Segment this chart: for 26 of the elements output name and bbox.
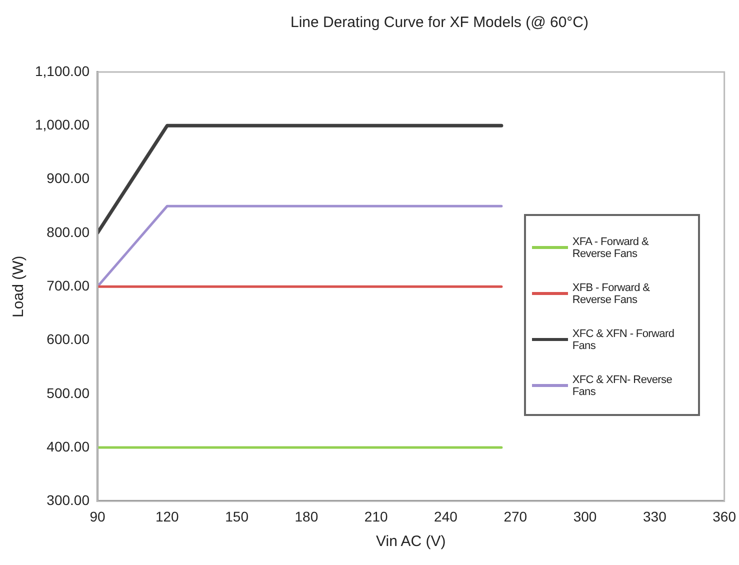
x-tick-label: 330 — [642, 508, 667, 524]
chart-title: Line Derating Curve for XF Models (@ 60°C) — [289, 14, 590, 31]
y-tick-label: 600.00 — [46, 331, 90, 348]
y-tick-label: 700.00 — [46, 277, 90, 294]
y-tick-label: 300.00 — [46, 492, 90, 508]
legend-label: XFC & XFN- Reverse Fans — [572, 374, 674, 398]
x-tick-label: 270 — [504, 508, 528, 524]
legend-label: XFB - Forward & Reverse Fans — [572, 282, 651, 306]
x-tick-label: 90 — [90, 508, 106, 524]
y-axis-title: Load (W) — [10, 256, 28, 318]
x-tick-label: 360 — [712, 508, 736, 524]
y-tick-label: 500.00 — [46, 384, 90, 401]
y-tick-label: 400.00 — [46, 438, 90, 454]
legend-label: XFC & XFN - Forward Fans — [572, 328, 676, 352]
x-tick-label: 180 — [294, 508, 318, 524]
x-tick-label: 150 — [225, 508, 249, 524]
x-tick-label: 300 — [573, 508, 597, 524]
y-tick-label: 1,000.00 — [34, 116, 90, 133]
x-tick-label: 210 — [364, 508, 388, 524]
legend-label: XFA - Forward & Reverse Fans — [572, 236, 650, 260]
y-tick-label: 1,100.00 — [34, 62, 90, 79]
y-tick-label: 900.00 — [46, 170, 90, 186]
y-tick-label: 800.00 — [46, 224, 90, 240]
x-tick-label: 240 — [434, 508, 458, 524]
x-axis-title: Vin AC (V) — [376, 533, 446, 550]
x-tick-label: 120 — [155, 508, 180, 524]
